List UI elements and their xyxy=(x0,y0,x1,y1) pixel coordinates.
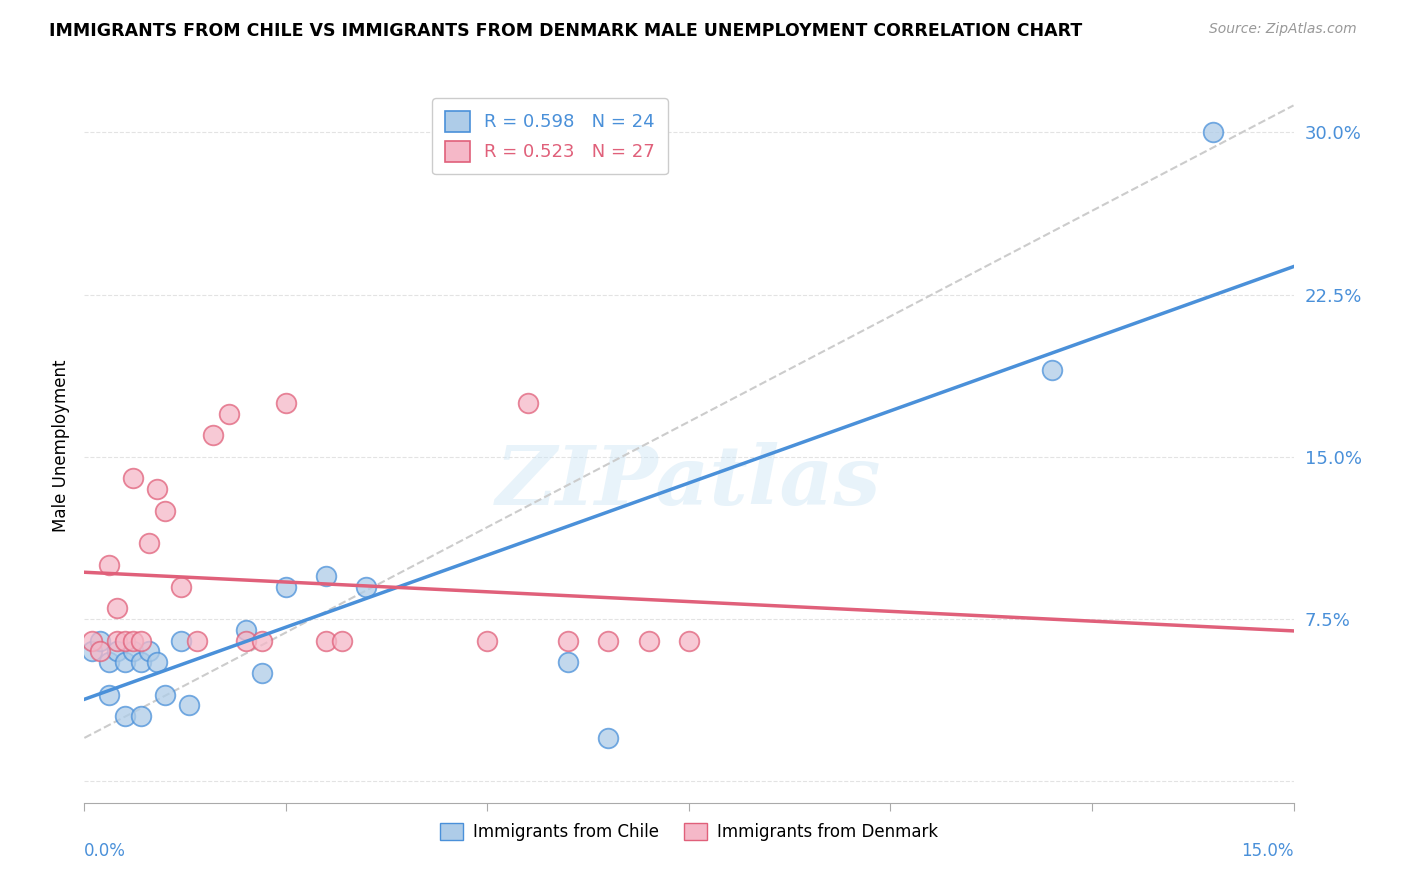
Point xyxy=(235,633,257,648)
Point xyxy=(330,633,353,648)
Point xyxy=(153,688,176,702)
Point xyxy=(598,731,620,745)
Point xyxy=(97,655,120,669)
Point xyxy=(121,644,143,658)
Point xyxy=(235,623,257,637)
Point xyxy=(121,471,143,485)
Point xyxy=(557,633,579,648)
Point xyxy=(114,709,136,723)
Text: ZIPatlas: ZIPatlas xyxy=(496,442,882,522)
Point xyxy=(250,633,273,648)
Point xyxy=(315,633,337,648)
Point xyxy=(477,633,499,648)
Point xyxy=(218,407,240,421)
Point xyxy=(89,644,111,658)
Point xyxy=(557,655,579,669)
Point xyxy=(114,655,136,669)
Point xyxy=(146,655,169,669)
Legend: Immigrants from Chile, Immigrants from Denmark: Immigrants from Chile, Immigrants from D… xyxy=(433,816,945,848)
Text: IMMIGRANTS FROM CHILE VS IMMIGRANTS FROM DENMARK MALE UNEMPLOYMENT CORRELATION C: IMMIGRANTS FROM CHILE VS IMMIGRANTS FROM… xyxy=(49,22,1083,40)
Point xyxy=(153,504,176,518)
Point xyxy=(146,482,169,496)
Point xyxy=(114,633,136,648)
Point xyxy=(138,644,160,658)
Point xyxy=(129,709,152,723)
Point xyxy=(105,601,128,615)
Point xyxy=(1202,125,1225,139)
Point xyxy=(186,633,208,648)
Point xyxy=(598,633,620,648)
Y-axis label: Male Unemployment: Male Unemployment xyxy=(52,359,70,533)
Point xyxy=(274,580,297,594)
Point xyxy=(105,633,128,648)
Point xyxy=(356,580,378,594)
Point xyxy=(274,396,297,410)
Point xyxy=(138,536,160,550)
Point xyxy=(179,698,201,713)
Point xyxy=(170,633,193,648)
Text: 15.0%: 15.0% xyxy=(1241,842,1294,860)
Point xyxy=(129,655,152,669)
Point xyxy=(82,633,104,648)
Point xyxy=(637,633,659,648)
Text: 0.0%: 0.0% xyxy=(84,842,127,860)
Text: Source: ZipAtlas.com: Source: ZipAtlas.com xyxy=(1209,22,1357,37)
Point xyxy=(516,396,538,410)
Point xyxy=(678,633,700,648)
Point xyxy=(202,428,225,442)
Point xyxy=(170,580,193,594)
Point xyxy=(89,633,111,648)
Point xyxy=(129,633,152,648)
Point xyxy=(250,666,273,681)
Point xyxy=(82,644,104,658)
Point xyxy=(97,558,120,572)
Point xyxy=(97,688,120,702)
Point xyxy=(121,633,143,648)
Point xyxy=(315,568,337,582)
Point xyxy=(1040,363,1063,377)
Point xyxy=(105,644,128,658)
